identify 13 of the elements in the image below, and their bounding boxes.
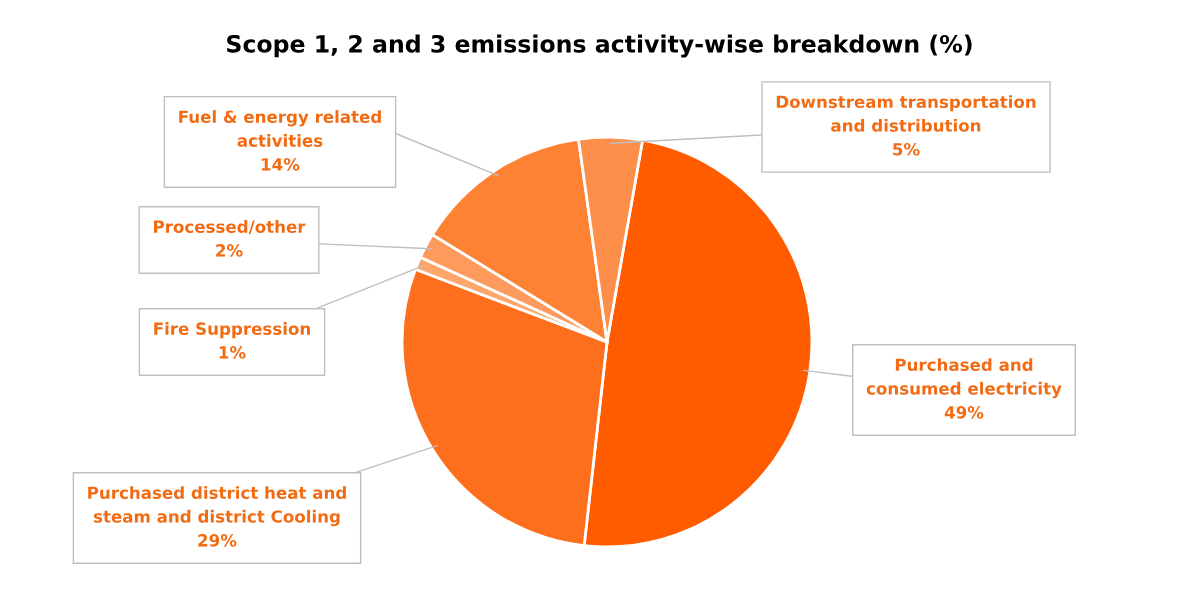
data-label: 2% — [216, 244, 243, 257]
slice-label: Purchased and consumed electricity — [866, 358, 1062, 399]
data-label: 1% — [219, 346, 246, 359]
slice-label: Purchased district heat and steam and district Cooling — [88, 486, 346, 527]
slice-label: Fire Suppression — [154, 322, 310, 339]
slice-label: Downstream transportation and distribution — [776, 95, 1036, 132]
slice-label: Fuel & energy related activities — [179, 110, 381, 147]
chart-title: Scope 1, 2 and 3 emissions activity-wise breakdown (%) — [227, 34, 972, 58]
data-label: 49% — [944, 406, 984, 419]
slice-label: Processed/other — [154, 220, 306, 235]
data-label: 5% — [893, 142, 920, 156]
data-label: 14% — [261, 158, 300, 171]
data-label: 29% — [198, 534, 237, 547]
